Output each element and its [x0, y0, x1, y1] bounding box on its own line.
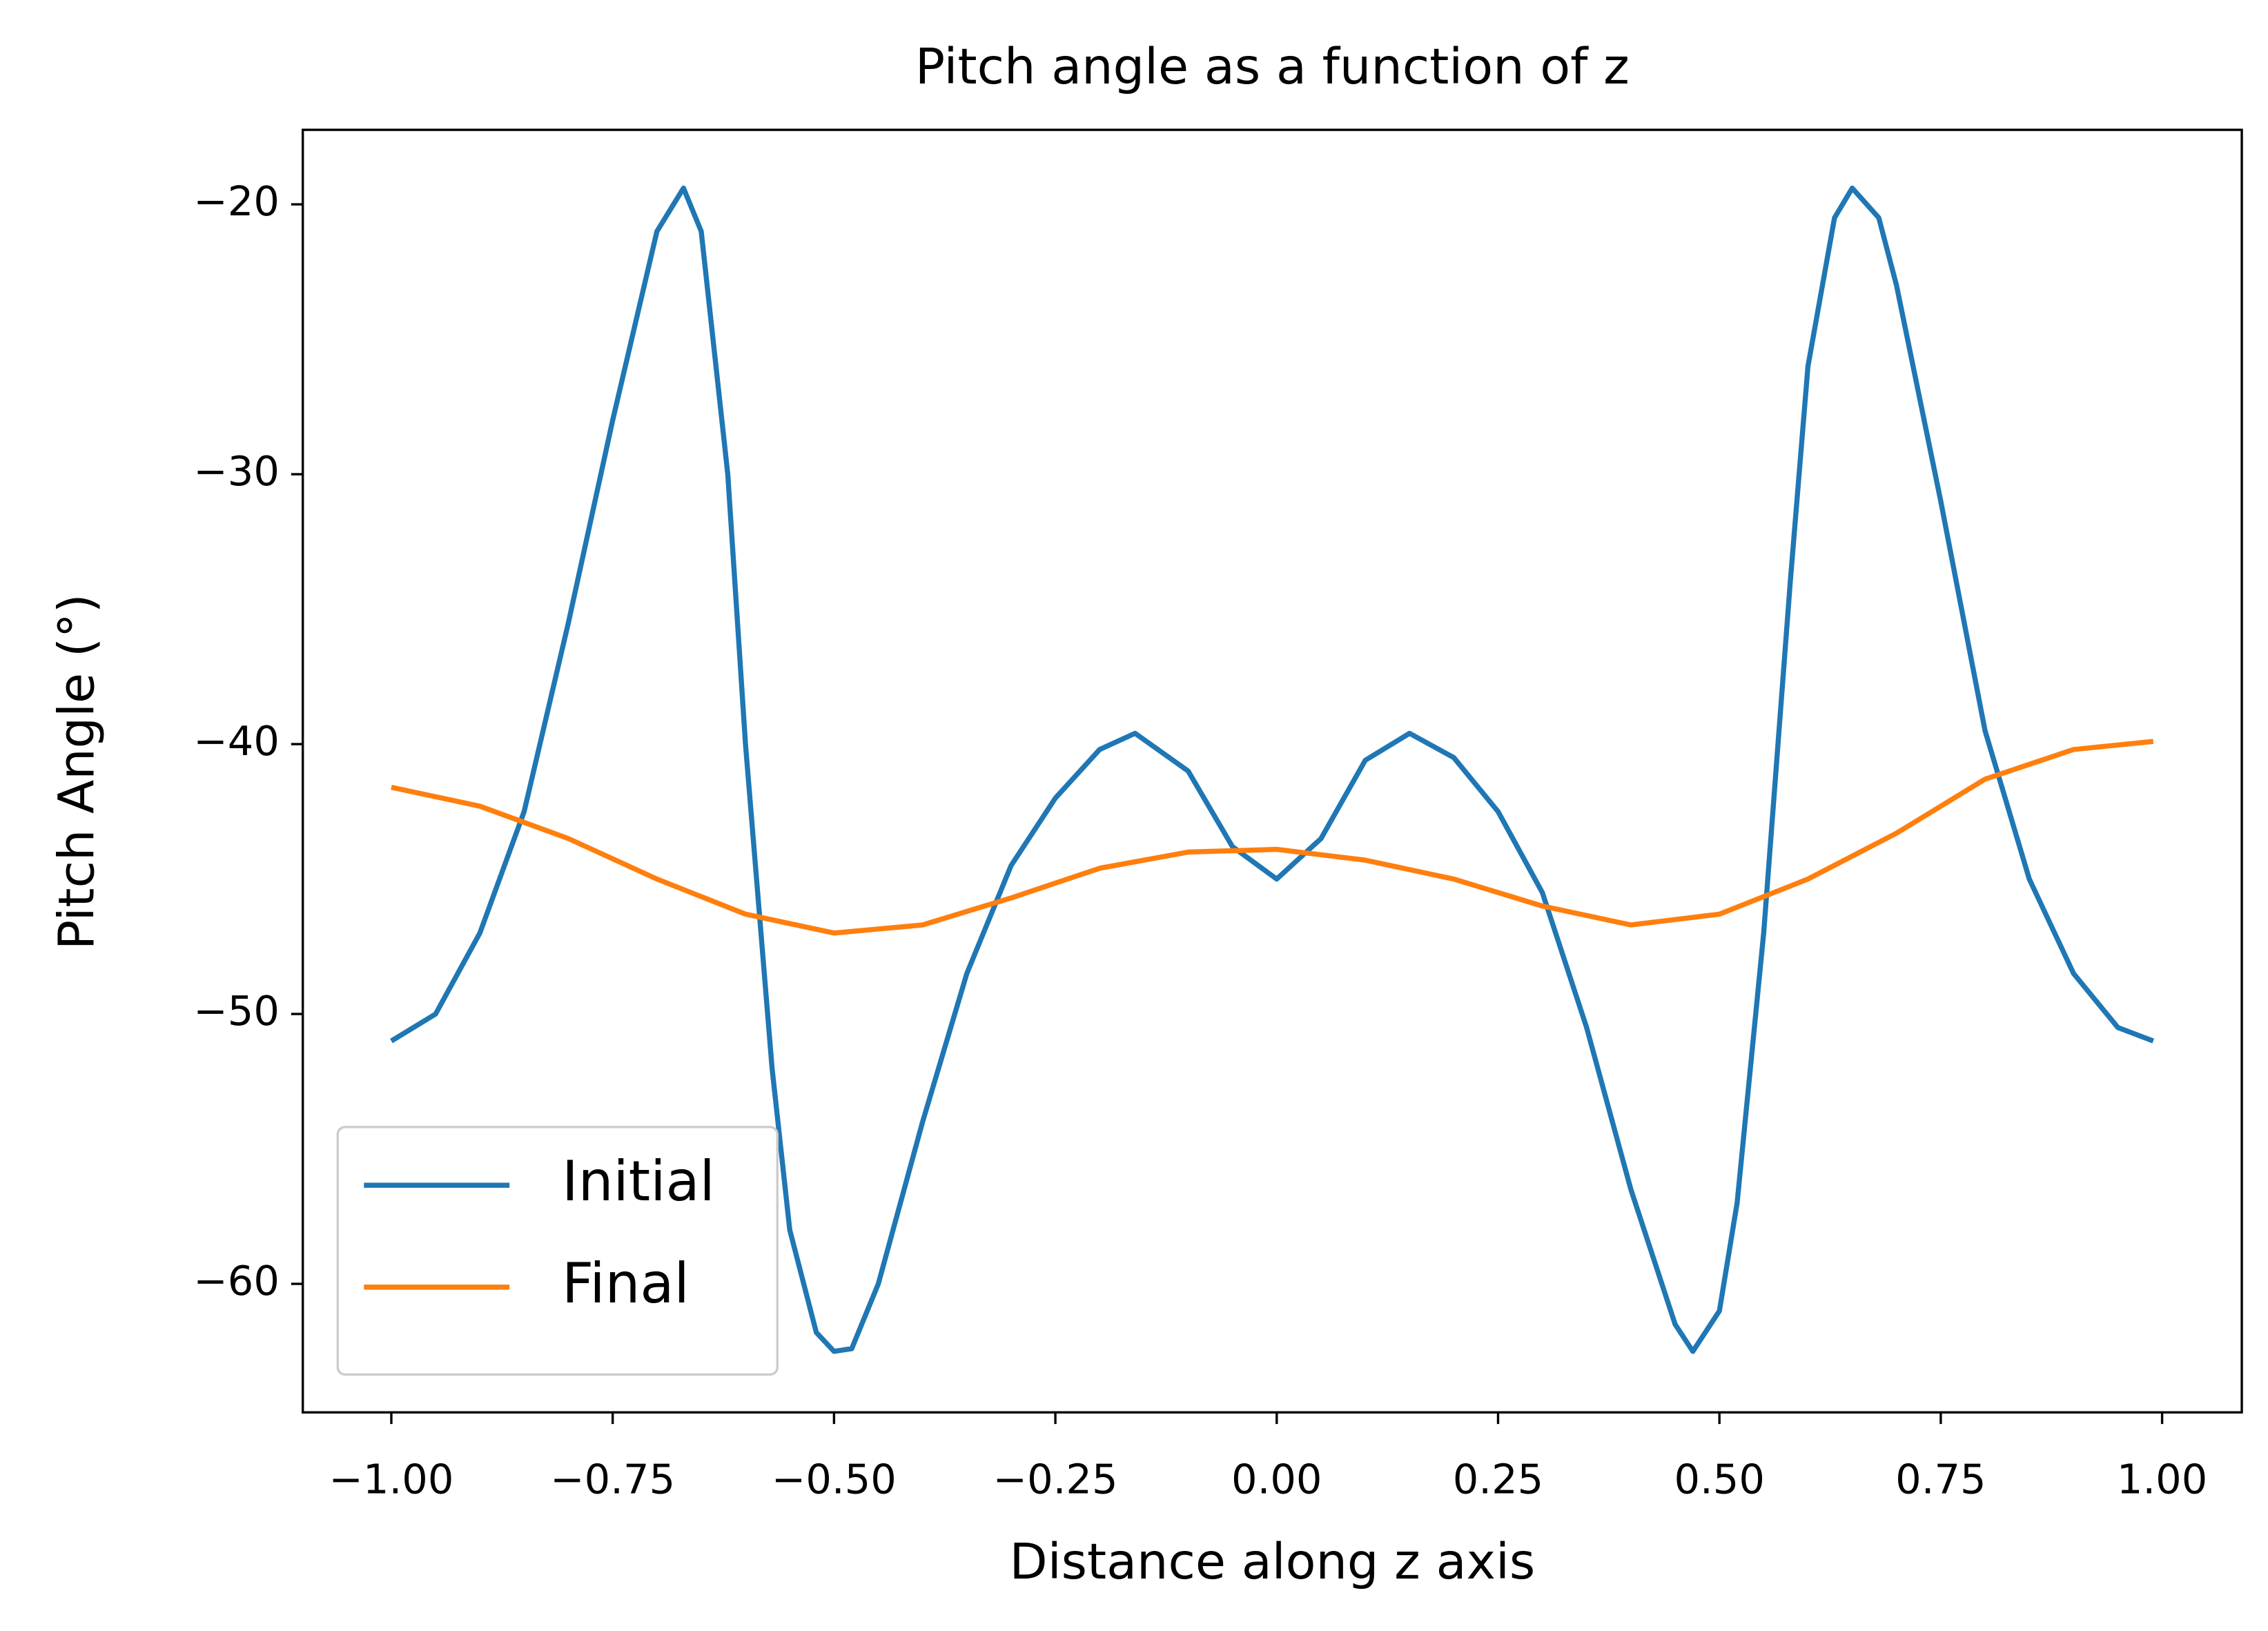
x-tick-label: 1.00	[2117, 1456, 2207, 1503]
x-tick-label: 0.50	[1674, 1456, 1764, 1503]
y-axis-label: Pitch Angle (°)	[48, 594, 106, 950]
x-tick-label: −0.25	[993, 1456, 1118, 1503]
x-tick-label: −0.50	[772, 1456, 897, 1503]
x-tick-label: 0.75	[1895, 1456, 1986, 1503]
x-axis-label: Distance along z axis	[1010, 1532, 1536, 1590]
y-tick-label: −50	[193, 987, 280, 1035]
y-tick-label: −60	[193, 1257, 280, 1305]
x-tick-label: −1.00	[329, 1456, 453, 1503]
x-tick-label: 0.00	[1231, 1456, 1322, 1503]
y-tick-label: −20	[193, 177, 280, 225]
line-series	[391, 739, 2154, 936]
y-tick-label: −30	[193, 447, 280, 495]
legend-label: Initial	[562, 1149, 715, 1213]
legend-label: Final	[562, 1251, 690, 1316]
y-tick-label: −40	[193, 717, 280, 765]
plot-frame	[302, 128, 2243, 1414]
legend-box	[336, 1126, 779, 1376]
chart-title: Pitch angle as a function of z	[915, 37, 1630, 95]
x-tick-label: 0.25	[1453, 1456, 1543, 1503]
line-series	[390, 185, 2155, 1354]
x-tick-label: −0.75	[550, 1456, 675, 1503]
